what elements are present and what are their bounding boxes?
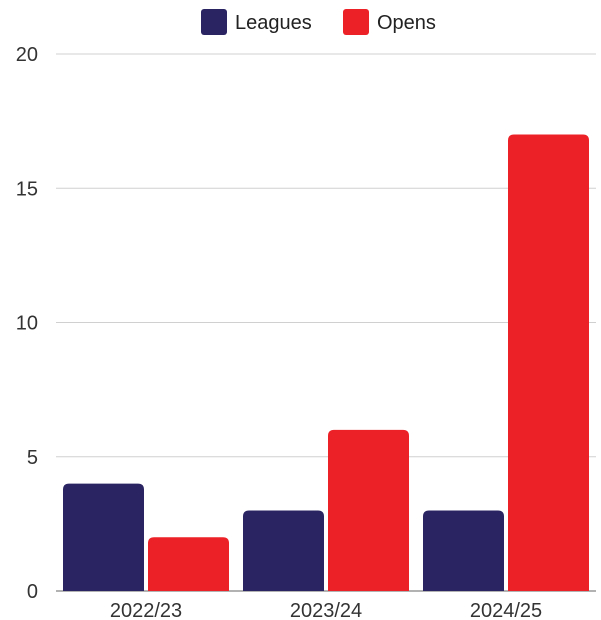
x-tick-label: 2023/24 <box>290 600 362 620</box>
chart-legend: Leagues Opens <box>201 9 436 35</box>
bar-opens-2022-23 <box>148 537 229 591</box>
y-tick-label: 15 <box>16 178 38 200</box>
bar-opens-2023-24 <box>328 429 409 591</box>
x-tick-label: 2024/25 <box>470 600 542 620</box>
legend-swatch-opens <box>343 9 369 35</box>
x-axis-ticks: 2022/23 2023/24 2024/25 <box>110 600 542 620</box>
gridlines <box>56 53 596 592</box>
y-axis-ticks: 0 5 10 15 20 <box>16 44 38 603</box>
y-tick-label: 5 <box>27 447 38 469</box>
x-tick-label: 2022/23 <box>110 600 182 620</box>
y-tick-label: 0 <box>27 581 38 603</box>
legend-label-opens: Opens <box>377 12 436 34</box>
bar-opens-2024-25 <box>508 134 589 592</box>
bar-leagues-2023-24 <box>243 510 324 591</box>
bars <box>63 134 589 592</box>
bar-leagues-2024-25 <box>423 510 504 591</box>
legend-label-leagues: Leagues <box>235 12 312 34</box>
bar-leagues-2022-23 <box>63 483 144 591</box>
y-tick-label: 20 <box>16 44 38 66</box>
y-tick-label: 10 <box>16 313 38 335</box>
legend-swatch-leagues <box>201 9 227 35</box>
